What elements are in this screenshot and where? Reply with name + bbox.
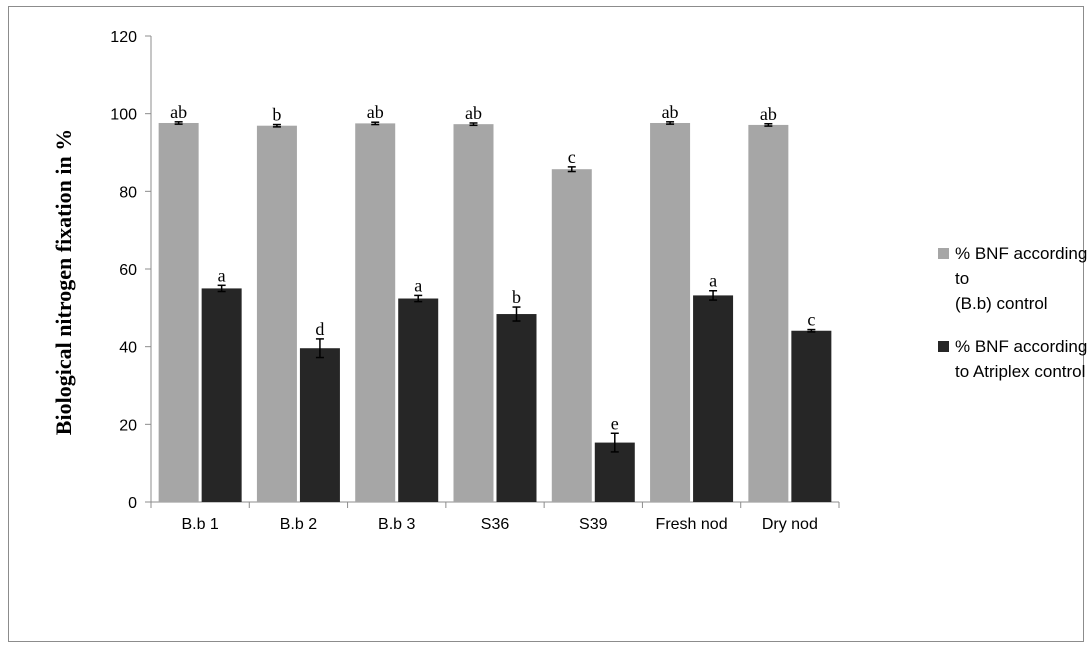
bar <box>299 348 340 502</box>
significance-label: a <box>218 265 226 285</box>
bar <box>791 330 832 502</box>
x-tick-label: B.b 1 <box>181 516 218 533</box>
x-tick-label: S36 <box>481 516 510 533</box>
significance-label: e <box>611 413 619 433</box>
y-tick-label: 80 <box>119 184 137 201</box>
y-tick-label: 0 <box>128 495 137 512</box>
significance-label: a <box>709 271 717 291</box>
bar <box>650 122 691 502</box>
bar <box>496 314 537 502</box>
significance-label: c <box>568 147 576 167</box>
legend-item-atriplex-control: % BNF according to Atriplex control <box>938 334 1088 384</box>
bar <box>693 295 734 502</box>
legend-swatch-atriplex-control <box>938 341 949 352</box>
x-tick-label: Dry nod <box>762 516 818 533</box>
significance-label: ab <box>367 102 384 122</box>
significance-label: ab <box>760 104 777 124</box>
legend-item-bb-control: % BNF according to (B.b) control <box>938 241 1088 316</box>
x-tick-label: S39 <box>579 516 608 533</box>
bar <box>748 124 789 502</box>
legend-swatch-bb-control <box>938 248 949 259</box>
x-tick-label: Fresh nod <box>656 516 728 533</box>
x-tick-label: B.b 3 <box>378 516 415 533</box>
y-tick-label: 40 <box>119 340 137 357</box>
bar <box>201 288 242 502</box>
significance-label: ab <box>662 102 679 122</box>
significance-label: ab <box>465 103 482 123</box>
y-axis-title: Biological nitrogen fixation in % <box>51 129 76 435</box>
y-tick-label: 120 <box>110 29 137 46</box>
significance-label: ab <box>170 102 187 122</box>
x-tick-label: B.b 2 <box>280 516 317 533</box>
y-tick-label: 60 <box>119 262 137 279</box>
bar <box>398 298 439 502</box>
y-tick-label: 20 <box>119 417 137 434</box>
significance-label: c <box>807 310 815 330</box>
bar <box>355 123 396 502</box>
bar <box>256 125 297 502</box>
bar <box>453 124 494 502</box>
chart-bars <box>158 121 832 502</box>
y-tick-label: 100 <box>110 107 137 124</box>
significance-label: d <box>315 319 324 339</box>
legend-label-bb-control: % BNF according to (B.b) control <box>955 244 1088 313</box>
significance-label: a <box>414 275 422 295</box>
significance-label: b <box>512 287 521 307</box>
legend-label-atriplex-control: % BNF according to Atriplex control <box>955 337 1088 381</box>
chart-labels: B.b 1 ab a B.b 2 b d B.b 3 ab a S36 ab b S39 c e Fresh … <box>170 102 818 533</box>
bar <box>551 169 592 502</box>
significance-label: b <box>272 105 281 125</box>
bar <box>158 122 199 502</box>
